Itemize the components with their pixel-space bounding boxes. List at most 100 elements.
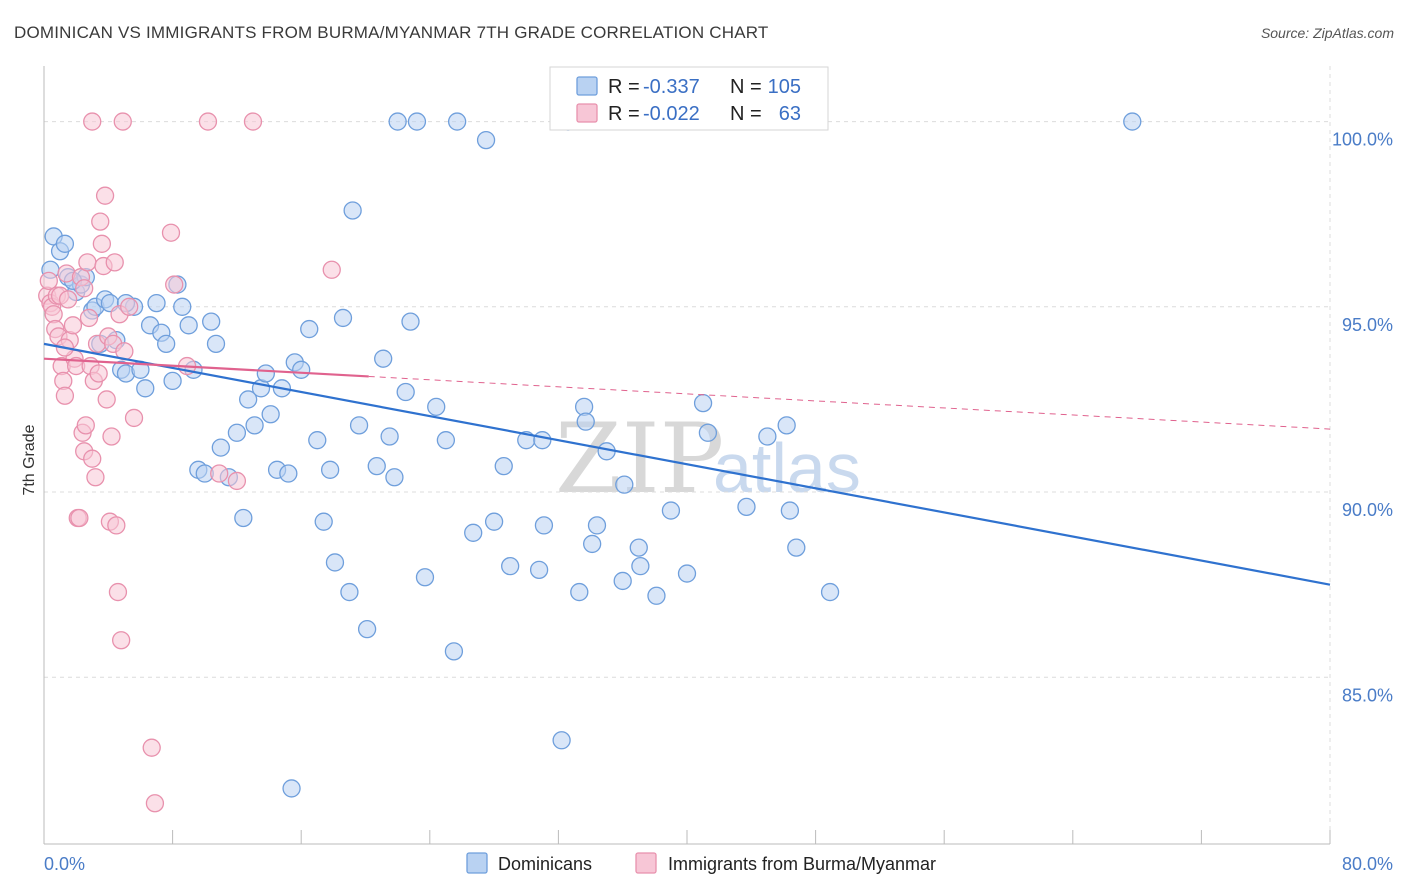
dominican-point	[615, 475, 634, 494]
y-tick-label: 90.0%	[1342, 500, 1393, 520]
dominican-point	[385, 468, 404, 487]
axes	[43, 66, 1331, 845]
dominican-point	[388, 112, 407, 131]
watermark: ZIP atlas	[555, 403, 861, 515]
dominican-point	[677, 564, 697, 583]
dominican-point	[374, 349, 393, 368]
burma-point	[107, 516, 126, 535]
dominican-point	[357, 619, 377, 639]
burma-point	[91, 212, 110, 231]
burma-point	[75, 279, 94, 298]
dominican-point	[570, 582, 589, 602]
stats-legend-swatch-burma	[576, 103, 598, 123]
series-burma	[38, 112, 341, 813]
y-tick-labels: 100.0% 95.0% 90.0% 85.0%	[1332, 130, 1393, 706]
trendline-burma	[43, 357, 369, 378]
burma-point	[161, 223, 181, 242]
dominican-point	[349, 416, 369, 435]
dominican-point	[367, 456, 386, 476]
dominican-point	[300, 319, 319, 339]
dominican-point	[552, 731, 571, 750]
stats-legend-r-label: R =	[608, 76, 640, 98]
y-axis-label: 7th Grade	[21, 424, 38, 495]
burma-point	[142, 738, 161, 757]
burma-point	[95, 186, 115, 205]
y-tick-label: 100.0%	[1332, 130, 1393, 150]
y-tick-label: 85.0%	[1342, 685, 1393, 705]
burma-point	[76, 416, 95, 435]
burma-point	[63, 316, 83, 335]
dominican-point	[820, 582, 840, 602]
burma-point	[227, 471, 247, 491]
burma-point	[39, 271, 58, 291]
dominican-point	[583, 534, 602, 554]
dominican-point	[464, 523, 483, 542]
burma-point	[55, 386, 75, 405]
dominican-point	[320, 460, 340, 479]
burma-point	[105, 253, 124, 272]
dominican-point	[308, 431, 327, 450]
stats-legend-r-value: -0.337	[643, 76, 700, 98]
dominican-point	[179, 316, 198, 335]
trendline-burma-extension	[368, 375, 1331, 430]
dominican-point	[587, 516, 607, 535]
dominican-point	[629, 538, 648, 557]
burma-point	[78, 253, 97, 272]
dominican-point	[576, 412, 595, 431]
dominican-point	[661, 501, 681, 520]
stats-legend-r-value: -0.022	[643, 103, 700, 125]
stats-legend-n-label: N =	[730, 103, 762, 125]
dominican-point	[227, 423, 247, 442]
dominican-point	[55, 234, 75, 253]
dominican-point	[533, 431, 552, 450]
burma-point	[145, 794, 165, 813]
dominican-point	[234, 508, 253, 528]
dominican-point	[340, 582, 359, 602]
dominican-point	[777, 416, 796, 435]
burma-point	[83, 112, 102, 131]
burma-point	[124, 408, 144, 428]
dominican-point	[292, 360, 311, 379]
burma-point	[89, 364, 108, 383]
dominican-point	[501, 556, 520, 576]
dominican-point	[202, 312, 221, 331]
dominican-point	[163, 371, 182, 391]
stats-legend-n-label: N =	[730, 76, 762, 98]
series-layer	[38, 112, 1142, 813]
dominican-point	[780, 501, 800, 520]
dominican-point	[737, 497, 756, 517]
legend-label-dominicans: Dominicans	[498, 854, 592, 874]
burma-point	[79, 308, 99, 328]
x-tick-label: 0.0%	[44, 854, 85, 874]
burma-point	[70, 508, 89, 528]
dominican-point	[647, 586, 666, 605]
burma-point	[86, 468, 105, 487]
dominican-point	[256, 364, 275, 383]
dominican-point	[314, 512, 333, 531]
dominican-point	[436, 431, 456, 450]
dominican-point	[333, 308, 353, 328]
dominican-point	[787, 538, 806, 557]
burma-point	[108, 582, 128, 602]
burma-point	[322, 260, 341, 279]
dominican-point	[147, 293, 166, 313]
chart-source: Source: ZipAtlas.com	[1261, 25, 1394, 41]
dominican-point	[484, 512, 504, 531]
burma-point	[165, 275, 184, 294]
y-tick-label: 95.0%	[1342, 315, 1393, 335]
dominican-point	[444, 642, 464, 661]
dominican-point	[282, 779, 301, 798]
bottom-legend: Dominicans Immigrants from Burma/Myanmar	[466, 852, 936, 874]
dominican-point	[157, 334, 176, 354]
stats-legend: R = -0.337 N = 105 R = -0.022 N = 63	[549, 66, 829, 131]
legend-swatch-dominicans	[466, 852, 488, 874]
stats-legend-n-value: 105	[768, 76, 801, 98]
dominican-point	[698, 423, 718, 442]
trendline-dominicans	[43, 342, 1331, 586]
dominican-point	[534, 516, 554, 535]
dominican-point	[136, 379, 155, 398]
dominican-point	[173, 297, 192, 316]
dominican-point	[396, 382, 415, 402]
dominican-point	[245, 416, 264, 435]
burma-point	[92, 234, 112, 253]
